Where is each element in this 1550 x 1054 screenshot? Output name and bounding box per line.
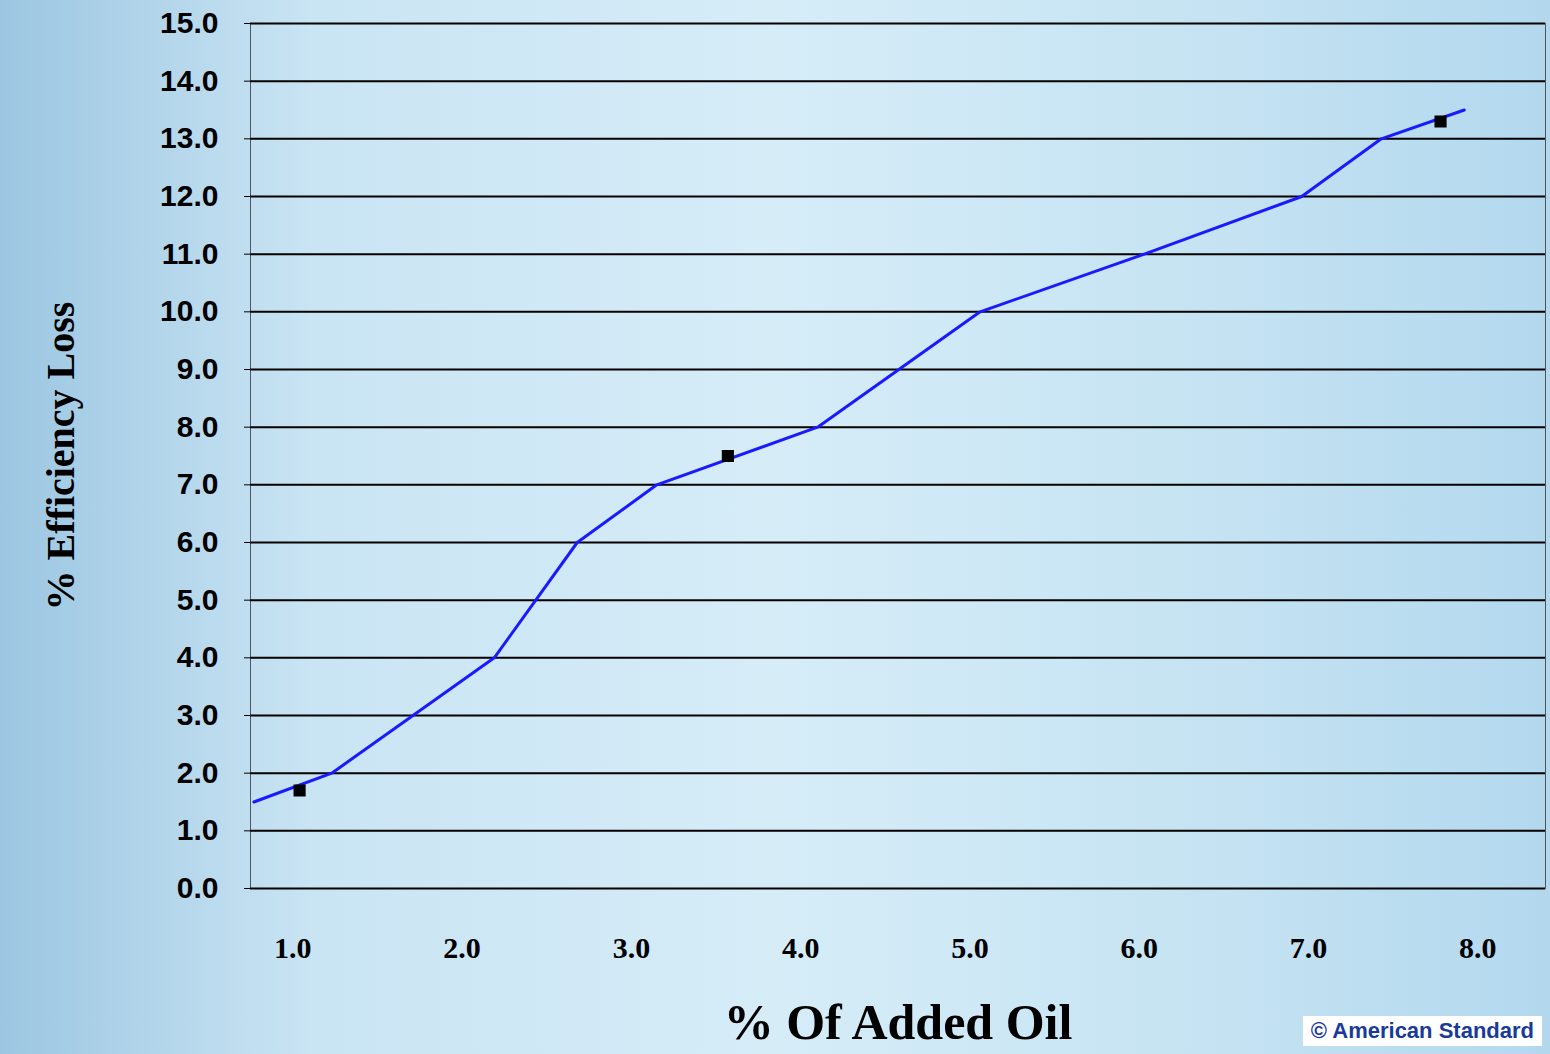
svg-text:1.0: 1.0 [177, 813, 219, 846]
svg-text:12.0: 12.0 [160, 179, 218, 212]
svg-text:14.0: 14.0 [160, 64, 218, 97]
svg-text:15.0: 15.0 [160, 6, 218, 39]
svg-text:1.0: 1.0 [274, 931, 312, 964]
svg-text:7.0: 7.0 [1290, 931, 1328, 964]
svg-text:13.0: 13.0 [160, 121, 218, 154]
svg-text:5.0: 5.0 [951, 931, 989, 964]
svg-text:5.0: 5.0 [177, 583, 219, 616]
svg-text:0.0: 0.0 [177, 871, 219, 904]
svg-text:3.0: 3.0 [613, 931, 651, 964]
html-text:© American Standard: © American Standard [1310, 1018, 1534, 1043]
svg-text:3.0: 3.0 [177, 698, 219, 731]
svg-text:6.0: 6.0 [177, 525, 219, 558]
svg-text:10.0: 10.0 [160, 294, 218, 327]
svg-text:8.0: 8.0 [1459, 931, 1497, 964]
svg-text:4.0: 4.0 [782, 931, 820, 964]
svg-text:% Of Added Oil: % Of Added Oil [724, 994, 1073, 1050]
svg-text:7.0: 7.0 [177, 467, 219, 500]
svg-text:% Efficiency Loss: % Efficiency Loss [38, 302, 83, 611]
svg-text:9.0: 9.0 [177, 352, 219, 385]
svg-text:11.0: 11.0 [162, 237, 219, 270]
svg-text:2.0: 2.0 [443, 931, 481, 964]
svg-text:6.0: 6.0 [1120, 931, 1158, 964]
svg-text:2.0: 2.0 [177, 756, 219, 789]
svg-text:8.0: 8.0 [177, 410, 219, 443]
svg-text:4.0: 4.0 [177, 640, 219, 673]
